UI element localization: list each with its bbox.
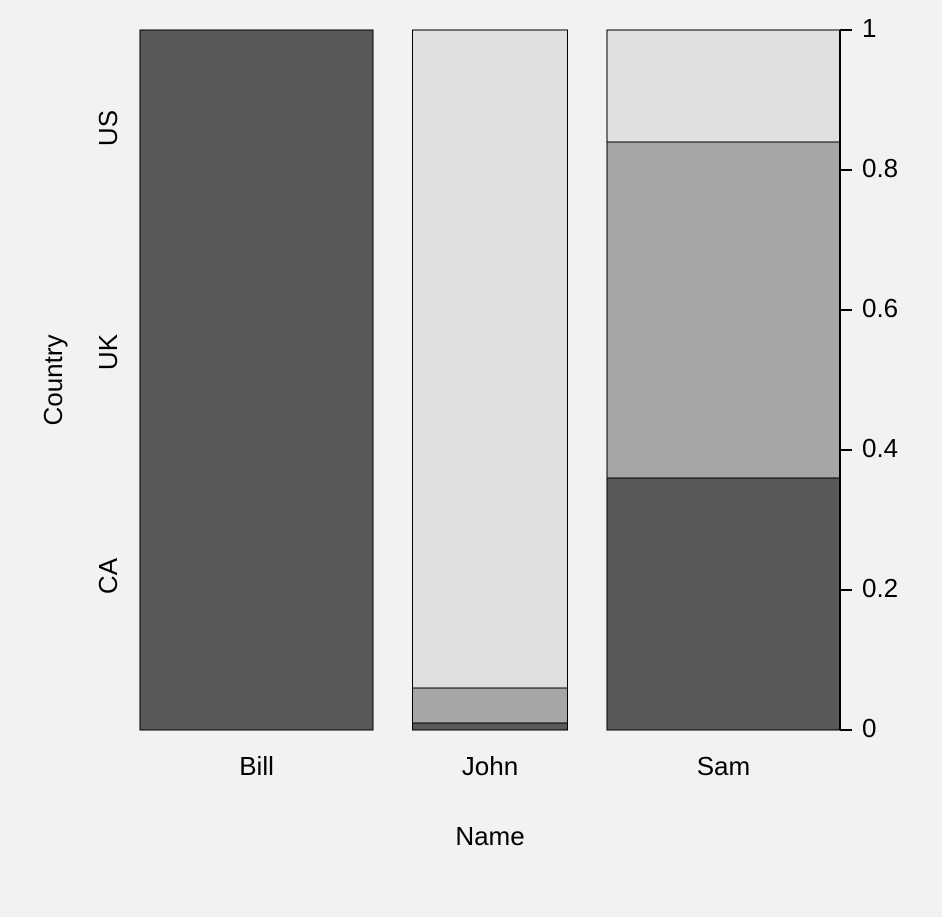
y-left-category-UK: UK [93,333,123,370]
bar-John-CA [412,723,567,730]
bar-John-UK [412,688,567,723]
bar-Sam-US [607,30,840,142]
mosaic-chart: 0 0.2 0.4 0.6 0.8 1 Bill John Sam Name CA UK US Count… [0,0,942,912]
y-left-category-CA: CA [93,557,123,594]
bar-Bill-CA [140,30,373,730]
y-right-tick-label-0.2: 0.2 [862,573,898,603]
y-axis-title: Country [38,334,68,425]
y-right-tick-label-0: 0 [862,713,876,743]
y-right-tick-label-0.6: 0.6 [862,293,898,323]
bar-Sam-UK [607,142,840,478]
bar-John-US [412,30,567,688]
y-right-tick-label-0.4: 0.4 [862,433,898,463]
chart-svg: 0 0.2 0.4 0.6 0.8 1 Bill John Sam Name CA UK US Count… [0,0,942,912]
x-axis-title: Name [455,821,524,851]
y-right-tick-label-1: 1 [862,13,876,43]
bar-Sam-CA [607,478,840,730]
x-tick-label-Sam: Sam [697,751,750,781]
x-tick-label-John: John [462,751,518,781]
x-tick-label-Bill: Bill [239,751,274,781]
y-right-tick-label-0.8: 0.8 [862,153,898,183]
y-left-category-US: US [93,110,123,146]
